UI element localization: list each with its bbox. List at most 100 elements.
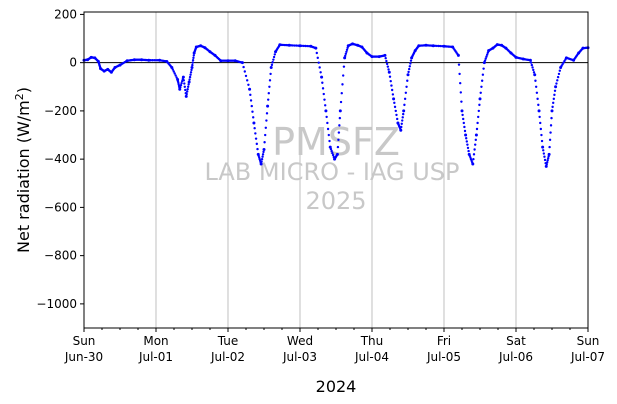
data-point-interp	[550, 116, 553, 120]
data-point	[541, 145, 545, 149]
data-point-interp	[330, 149, 333, 153]
data-point-interp	[254, 132, 257, 135]
x-tick-weekday: Sun	[73, 334, 96, 348]
data-point-interp	[345, 50, 348, 54]
data-point-interp	[393, 105, 397, 109]
y-axis: 200 0 −200 −400 −600 −800 −1000	[36, 7, 84, 311]
data-point-interp	[478, 103, 481, 107]
data-point-interp	[171, 68, 174, 71]
data-point-interp	[409, 62, 412, 65]
data-point-interp	[484, 57, 487, 60]
data-point-interp	[406, 79, 409, 82]
data-point	[392, 97, 396, 101]
data-point-interp	[538, 115, 541, 119]
data-point-interp	[183, 85, 186, 88]
data-series	[82, 42, 590, 168]
data-point	[533, 73, 537, 77]
data-point-interp	[400, 125, 403, 129]
data-point-interp	[536, 97, 539, 101]
y-tick-label: −400	[44, 152, 77, 166]
data-point-interp	[243, 70, 246, 73]
data-point-interp	[384, 57, 387, 60]
data-point-interp	[463, 125, 466, 129]
data-point-interp	[545, 163, 548, 166]
data-point-interp	[474, 143, 477, 146]
x-tick-weekday: Wed	[287, 334, 313, 348]
data-point	[402, 109, 406, 113]
data-point-interp	[336, 145, 340, 149]
data-point-interp	[172, 70, 175, 73]
data-point-interp	[345, 48, 349, 51]
data-point-interp	[326, 127, 330, 131]
data-point-interp	[486, 53, 489, 56]
data-point-interp	[304, 44, 307, 48]
y-axis-title-close: )	[14, 87, 33, 93]
data-point-interp	[403, 97, 407, 101]
data-point-interp	[250, 104, 253, 108]
data-point	[184, 94, 188, 98]
data-point-interp	[184, 88, 187, 92]
data-point-interp	[261, 155, 264, 158]
data-point-interp	[341, 83, 344, 86]
data-point	[181, 75, 185, 79]
data-point	[187, 80, 191, 84]
data-point-interp	[556, 75, 560, 79]
data-point-interp	[246, 79, 249, 82]
data-point-interp	[338, 124, 341, 127]
data-point-interp	[264, 126, 267, 129]
data-point-interp	[267, 92, 270, 95]
watermark-line-3: 2025	[305, 187, 366, 215]
data-point-interp	[543, 155, 546, 158]
data-point-interp	[268, 85, 271, 88]
data-point-interp	[339, 100, 343, 104]
data-point-interp	[393, 101, 396, 105]
data-point-interp	[387, 68, 390, 71]
x-axis-title: 2024	[316, 377, 357, 396]
data-point-interp	[546, 157, 550, 160]
data-point	[248, 87, 252, 91]
data-point	[554, 85, 558, 89]
data-point-interp	[465, 140, 468, 143]
data-point	[266, 104, 270, 108]
data-point-interp	[191, 63, 194, 67]
data-point-interp	[260, 160, 263, 163]
data-point-interp	[247, 83, 250, 86]
data-point	[464, 133, 468, 137]
data-point	[383, 53, 387, 57]
data-point-interp	[552, 101, 555, 105]
data-point-interp	[462, 121, 465, 125]
data-point-interp	[154, 59, 158, 62]
data-point-interp	[189, 73, 192, 76]
data-point-interp	[327, 133, 330, 137]
data-point	[170, 65, 174, 69]
data-point	[240, 61, 244, 65]
data-point-interp	[386, 65, 390, 68]
y-axis-title-main: Net radiation (W/m	[14, 100, 33, 253]
y-tick-label: −600	[44, 200, 77, 214]
data-point-interp	[551, 105, 554, 109]
data-point-interp	[315, 51, 318, 55]
data-point-interp	[433, 44, 437, 48]
data-point-interp	[472, 153, 476, 156]
data-point-interp	[466, 143, 469, 146]
data-point-interp	[174, 74, 177, 77]
data-point-interp	[401, 119, 404, 122]
data-point-interp	[289, 44, 293, 47]
data-point-interp	[337, 138, 340, 142]
data-point-interp	[153, 59, 156, 62]
data-point-interp	[306, 44, 309, 48]
x-tick-date: Jul-07	[570, 350, 605, 364]
data-point-interp	[534, 79, 537, 82]
data-point	[537, 109, 541, 113]
data-point-interp	[391, 93, 395, 96]
data-point-interp	[192, 54, 195, 57]
y-tick-label: 200	[54, 7, 77, 21]
data-point	[387, 70, 391, 74]
data-point-interp	[251, 110, 254, 113]
data-point-interp	[408, 67, 411, 71]
data-point-interp	[401, 116, 404, 119]
data-point-interp	[317, 61, 320, 64]
data-point-interp	[328, 139, 331, 143]
x-tick-weekday: Sat	[506, 334, 526, 348]
